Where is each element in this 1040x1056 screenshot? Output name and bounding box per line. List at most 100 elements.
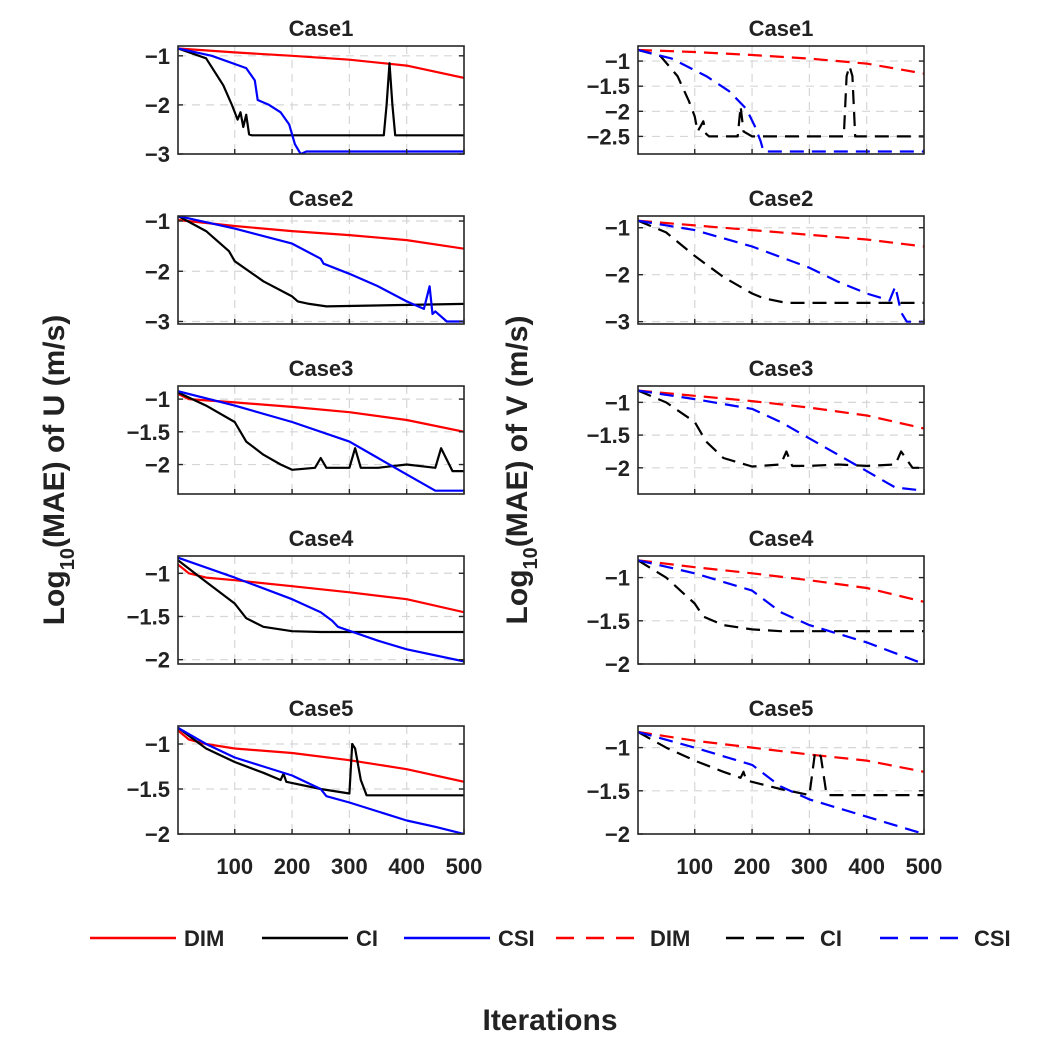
y-tick-label: −1 — [605, 566, 630, 591]
legend-label-ci: CI — [820, 926, 842, 951]
series-line-csi — [638, 48, 924, 153]
y-tick-label: −1.5 — [587, 423, 630, 448]
series-line-ci — [178, 216, 464, 308]
legend-label-csi: CSI — [974, 926, 1011, 951]
series-line-csi — [638, 389, 924, 492]
subplot-title: Case3 — [289, 356, 354, 381]
series-line-ci — [638, 389, 924, 469]
plot-frame — [637, 555, 925, 665]
series-group — [638, 730, 924, 834]
plot-background — [638, 726, 924, 834]
plot-frame — [637, 45, 925, 155]
y-tick-label: −3 — [145, 309, 170, 334]
subplot-title: Case2 — [749, 186, 814, 211]
series-line-ci — [638, 559, 924, 633]
plot-frame — [177, 555, 465, 665]
plot-background — [638, 556, 924, 664]
subplot-case5-u: −2 −1.5 −1 100 200 300 400 500 Case5 — [127, 696, 483, 879]
x-tick-label: 300 — [791, 854, 828, 879]
y-tick-label: −1 — [145, 732, 170, 757]
subplot-case2-v: −3 −2 −1 Case2 — [605, 186, 925, 335]
subplot-title: Case1 — [749, 16, 814, 41]
series-line-dim — [178, 218, 464, 250]
series-group — [178, 556, 464, 663]
series-group — [638, 559, 924, 664]
subplot-title: Case5 — [289, 696, 354, 721]
series-line-ci — [638, 731, 924, 797]
subplot-title: Case4 — [749, 526, 815, 551]
y-tick-label: −2 — [145, 93, 170, 118]
y-tick-label: −1.5 — [587, 74, 630, 99]
subplot-title: Case5 — [749, 696, 814, 721]
subplot-case1-v: −2.5−2−1.5−1 Case1 — [587, 16, 925, 155]
y-tick-label: −2 — [145, 453, 170, 478]
series-line-dim — [638, 219, 924, 248]
series-group — [178, 390, 464, 492]
subplot-title: Case4 — [289, 526, 355, 551]
x-tick-label: 200 — [274, 854, 311, 879]
y-tick-label: −1 — [145, 44, 170, 69]
y-tick-label: −2.5 — [587, 124, 630, 149]
series-line-csi — [638, 730, 924, 834]
x-tick-label: 200 — [734, 854, 771, 879]
plot-background — [178, 726, 464, 834]
plot-frame — [177, 45, 465, 155]
series-line-csi — [638, 219, 924, 323]
series-line-csi — [638, 559, 924, 664]
y-tick-label: −1 — [605, 390, 630, 415]
y-tick-label: −1 — [605, 216, 630, 241]
x-tick-label: 100 — [676, 854, 713, 879]
x-axis-title: Iterations — [482, 1004, 617, 1037]
subplot-title: Case1 — [289, 16, 354, 41]
series-line-ci — [638, 219, 924, 304]
subplot-case4-u: −2 −1.5 −1 Case4 — [127, 526, 465, 673]
plot-background — [178, 46, 464, 154]
plot-background — [638, 216, 924, 324]
legend-label-csi: CSI — [498, 926, 535, 951]
plot-frame — [637, 215, 925, 325]
y-tick-label: −2 — [605, 99, 630, 124]
legend-label-dim: DIM — [184, 926, 224, 951]
subplot-title: Case2 — [289, 186, 354, 211]
series-group — [638, 48, 924, 153]
series-line-ci — [178, 391, 464, 473]
series-line-ci — [178, 47, 464, 137]
series-line-dim — [638, 559, 924, 603]
series-line-dim — [638, 48, 924, 75]
x-tick-label: 500 — [906, 854, 943, 879]
series-group — [178, 216, 464, 323]
y-tick-label: −1 — [605, 736, 630, 761]
right-ylabel: Log10(MAE) of V (m/s) — [501, 316, 542, 625]
y-tick-label: −1.5 — [127, 420, 170, 445]
y-tick-label: −2 — [145, 259, 170, 284]
subplot-case5-v: −2 −1.5 −1 100 200 300 400 500 Case5 — [587, 696, 943, 879]
x-tick-label: 500 — [446, 854, 483, 879]
series-line-csi — [178, 556, 464, 663]
legend-label-ci: CI — [356, 926, 378, 951]
series-line-ci — [178, 559, 464, 634]
subplot-case2-u: −3 −2 −1 Case2 — [145, 186, 465, 334]
y-tick-label: −1 — [145, 387, 170, 412]
y-tick-label: −2 — [605, 652, 630, 677]
series-group — [178, 726, 464, 834]
y-tick-label: −3 — [605, 310, 630, 335]
series-line-dim — [178, 392, 464, 433]
plot-frame — [177, 725, 465, 835]
subplot-title: Case3 — [749, 356, 814, 381]
plot-frame — [637, 385, 925, 495]
y-tick-label: −1.5 — [127, 777, 170, 802]
plot-frame — [177, 385, 465, 495]
y-tick-label: −2 — [605, 456, 630, 481]
subplot-case4-v: −2 −1.5 −1 Case4 — [587, 526, 925, 677]
y-tick-label: −1.5 — [587, 609, 630, 634]
series-line-dim — [178, 729, 464, 783]
x-tick-label: 400 — [848, 854, 885, 879]
series-line-csi — [178, 726, 464, 834]
subplot-case1-u: −3 −2 −1 Case1 — [145, 16, 465, 167]
left-ylabel: Log10(MAE) of U (m/s) — [38, 315, 79, 626]
series-group — [638, 219, 924, 323]
y-tick-label: −1 — [145, 561, 170, 586]
subplot-grid: −3−2−1Case1−2.5−2−1.5−1Case1−3−2−1Case2−… — [127, 16, 943, 879]
y-tick-label: −1 — [145, 209, 170, 234]
subplot-case3-v: −2 −1.5 −1 Case3 — [587, 356, 925, 495]
